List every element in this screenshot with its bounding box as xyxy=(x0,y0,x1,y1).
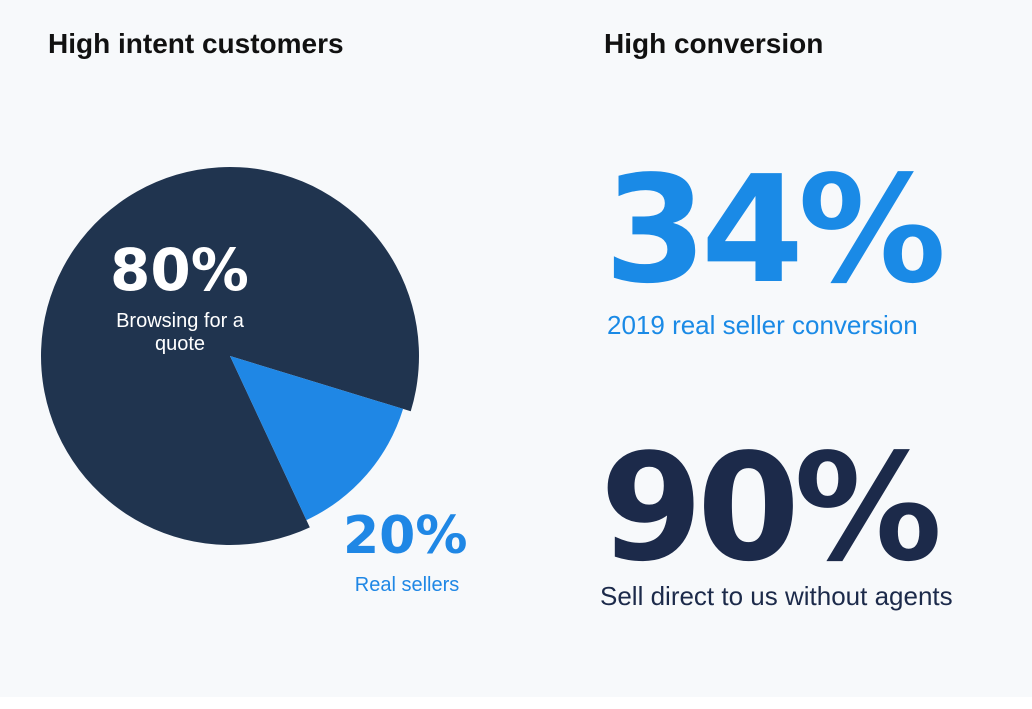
pie-slices xyxy=(40,167,420,546)
slice-sellers-value: 20% xyxy=(343,506,468,566)
slice-browsing-value: 80% xyxy=(110,236,249,304)
pie-chart xyxy=(40,167,420,546)
pie-slice-real-sellers xyxy=(230,356,404,521)
conversion-rate-caption: 2019 real seller conversion xyxy=(607,310,918,340)
right-heading: High conversion xyxy=(604,28,824,59)
conversion-rate-value: 34% xyxy=(604,144,946,316)
slice-sellers-label: Real sellers xyxy=(354,574,460,596)
direct-sell-value: 90% xyxy=(600,422,942,594)
direct-sell-caption: Sell direct to us without agents xyxy=(600,581,953,611)
slice-browsing-label: Browsing for a quote xyxy=(116,310,244,355)
pie-slice-browsing xyxy=(40,167,420,546)
left-heading: High intent customers xyxy=(48,28,344,59)
